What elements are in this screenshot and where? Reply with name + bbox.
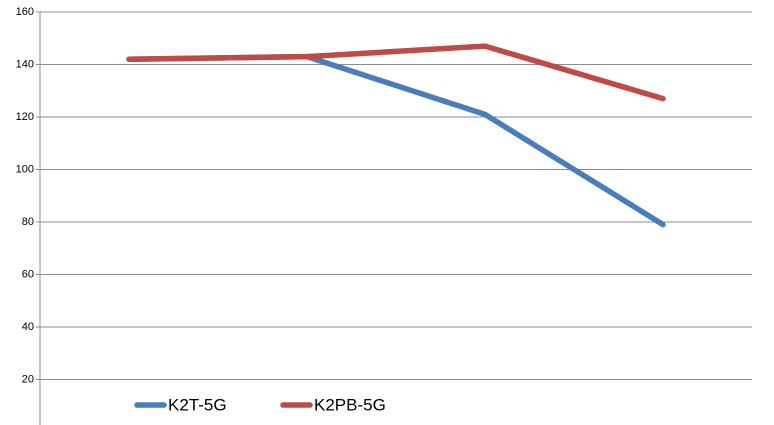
legend-label: K2T-5G bbox=[168, 395, 227, 414]
y-tick-label: 140 bbox=[16, 58, 34, 70]
y-tick-label: 40 bbox=[22, 321, 34, 333]
series-line bbox=[126, 53, 666, 228]
y-tick-label: 80 bbox=[22, 216, 34, 228]
y-tick-label: 20 bbox=[22, 373, 34, 385]
y-tick-label: 60 bbox=[22, 268, 34, 280]
y-tick-label: 100 bbox=[16, 163, 34, 175]
legend-label: K2PB-5G bbox=[314, 395, 386, 414]
series-line bbox=[126, 43, 666, 102]
y-tick-label: 160 bbox=[16, 6, 34, 18]
y-tick-label: 120 bbox=[16, 111, 34, 123]
